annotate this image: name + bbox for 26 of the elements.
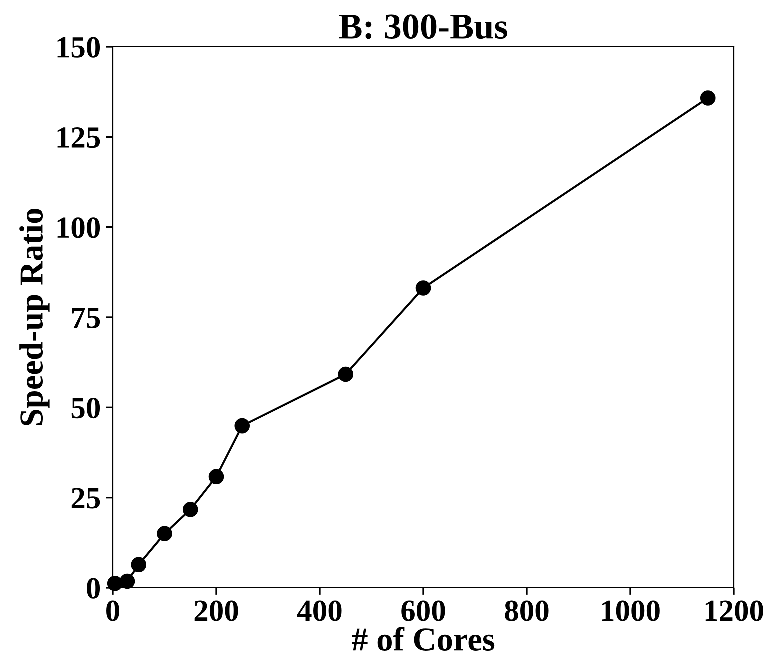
x-tick-label: 800 [505, 600, 549, 622]
point [120, 574, 136, 590]
y-tick-label: 125 [58, 128, 100, 148]
chart-title: B: 300-Bus [339, 14, 508, 40]
x-tick-label: 400 [298, 600, 342, 622]
y-tick-label: 25 [72, 488, 100, 509]
point [338, 366, 354, 382]
y-tick-label: 100 [58, 218, 100, 238]
y-axis-title: Speed-up Ratio [20, 209, 50, 426]
y-tick-label: 50 [72, 398, 100, 419]
x-axis-title: # of Cores [352, 627, 495, 651]
point [234, 418, 250, 434]
x-tick-label: 1000 [602, 600, 660, 622]
point [157, 526, 172, 542]
point [208, 469, 224, 485]
x-tick-label: 1200 [706, 600, 764, 622]
y-tick-label: 150 [58, 37, 100, 58]
x-tick-label: 600 [402, 600, 446, 622]
y-tick-label: 0 [87, 578, 100, 599]
x-tick-label: 0 [106, 600, 120, 622]
point [131, 557, 147, 573]
point [416, 280, 432, 296]
point [182, 502, 198, 518]
y-tick-label: 75 [72, 308, 100, 328]
point [700, 90, 716, 106]
x-tick-label: 200 [194, 600, 238, 622]
